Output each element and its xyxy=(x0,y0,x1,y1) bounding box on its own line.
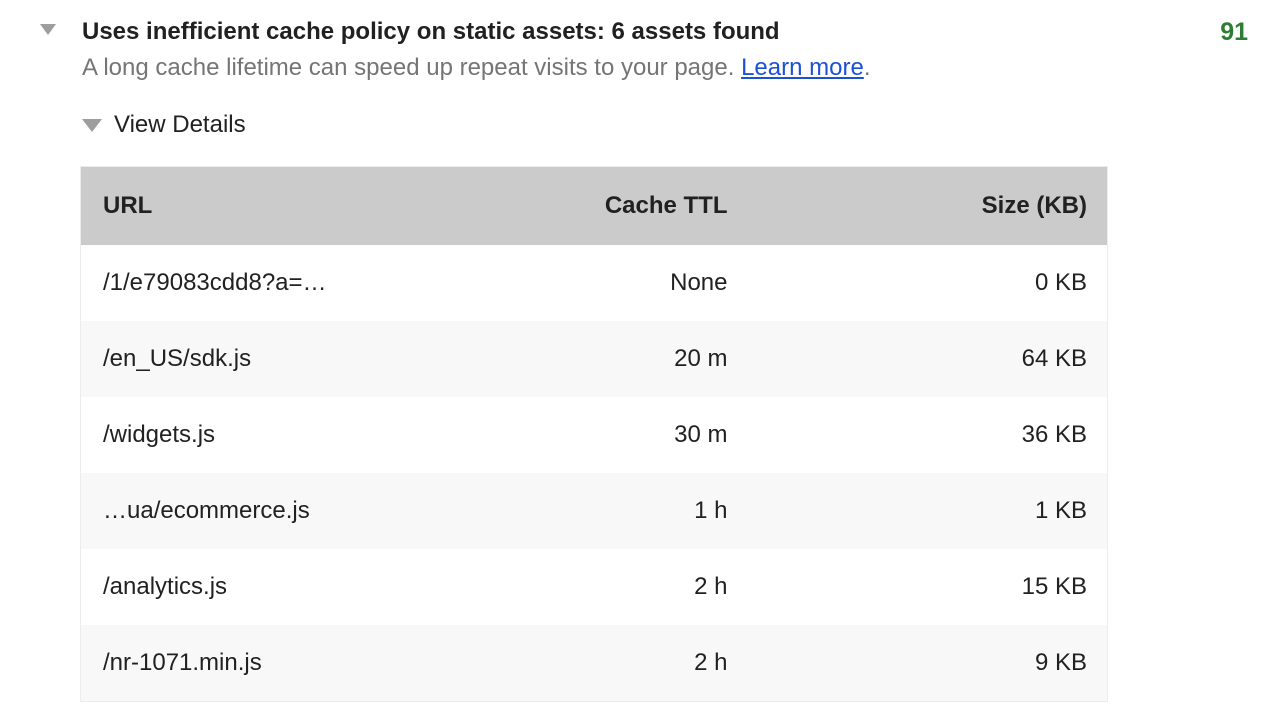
audit-title: Uses inefficient cache policy on static … xyxy=(82,18,780,45)
expand-triangle-icon[interactable] xyxy=(40,24,56,35)
cache-ttl-cell: 1 h xyxy=(694,497,728,524)
column-header-cache-ttl: Cache TTL xyxy=(522,166,728,245)
table-row: /en_US/sdk.js 20 m 64 KB xyxy=(80,321,1108,397)
cache-ttl-cell: None xyxy=(670,269,728,296)
column-header-url: URL xyxy=(80,166,523,245)
size-cell: 15 KB xyxy=(1021,573,1087,600)
view-details-triangle-icon xyxy=(82,118,102,132)
size-cell: 0 KB xyxy=(1034,269,1087,296)
cache-ttl-cell: 2 h xyxy=(694,649,728,676)
url-cell: /analytics.js xyxy=(103,573,228,600)
audit-header-toggle[interactable]: Uses inefficient cache policy on static … xyxy=(0,14,1278,86)
url-cell: /nr-1071.min.js xyxy=(103,649,262,676)
table-header-row: URL Cache TTL Size (KB) xyxy=(80,166,1108,245)
description-period: . xyxy=(863,54,871,81)
audit-titles: Uses inefficient cache policy on static … xyxy=(82,14,960,86)
url-cell: /en_US/sdk.js xyxy=(103,345,252,372)
audit-score-badge: 91 xyxy=(1220,18,1248,46)
url-cell: /widgets.js xyxy=(103,421,216,448)
view-details-label: View Details xyxy=(114,111,246,138)
size-cell: 64 KB xyxy=(1021,345,1087,372)
audit-description-text: A long cache lifetime can speed up repea… xyxy=(82,54,735,81)
view-details-toggle[interactable]: View Details xyxy=(82,110,1278,140)
cache-ttl-cell: 2 h xyxy=(694,573,728,600)
cache-ttl-cell: 30 m xyxy=(674,421,728,448)
cache-ttl-cell: 20 m xyxy=(674,345,728,372)
table-row: /widgets.js 30 m 36 KB xyxy=(81,397,1108,473)
learn-more-link[interactable]: Learn more xyxy=(741,54,864,81)
table-body: /1/e79083cdd8?a=… None 0 KB/en_US/sdk.js 20… xyxy=(80,245,1108,702)
audit-description: A long cache lifetime can speed up repea… xyxy=(82,50,870,86)
table-row: /nr-1071.min.js 2 h 9 KB xyxy=(80,625,1108,702)
url-cell: …ua/ecommerce.js xyxy=(103,497,310,524)
table-row: /analytics.js 2 h 15 KB xyxy=(81,549,1108,625)
table-row: /1/e79083cdd8?a=… None 0 KB xyxy=(81,245,1108,321)
size-cell: 1 KB xyxy=(1034,497,1087,524)
assets-table: URL Cache TTL Size (KB) /1/e79083cdd8?a=… xyxy=(80,166,1108,702)
size-cell: 36 KB xyxy=(1021,421,1087,448)
url-cell: /1/e79083cdd8?a=… xyxy=(103,269,327,296)
table-row: …ua/ecommerce.js 1 h 1 KB xyxy=(80,473,1108,549)
size-cell: 9 KB xyxy=(1034,649,1087,676)
column-header-size: Size (KB) xyxy=(727,166,1108,245)
